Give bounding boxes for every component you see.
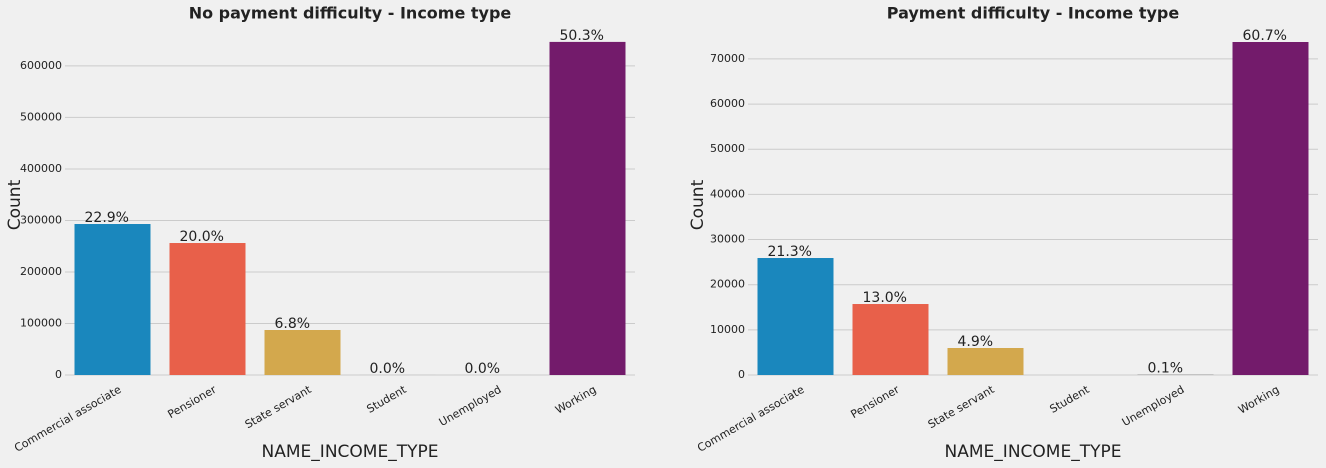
y-tick-label: 100000 — [20, 316, 62, 329]
data-label: 0.1% — [1148, 361, 1184, 377]
data-label: 60.7% — [1243, 28, 1287, 44]
bar — [757, 258, 834, 375]
bar — [1232, 41, 1309, 376]
y-tick-label: 20000 — [710, 278, 745, 291]
data-label: 0.0% — [370, 361, 406, 377]
x-tick-label: Pensioner — [165, 383, 218, 421]
y-tick-label: 50000 — [710, 142, 745, 155]
bar — [947, 347, 1024, 375]
bar — [852, 304, 929, 375]
data-label: 13.0% — [863, 290, 907, 306]
data-label: 4.9% — [958, 334, 994, 350]
data-label: 20.0% — [180, 229, 224, 245]
x-tick-label: Student — [364, 383, 409, 416]
y-tick-label: 400000 — [20, 162, 62, 175]
y-tick-label: 70000 — [710, 52, 745, 65]
x-axis-label: NAME_INCOME_TYPE — [945, 442, 1122, 462]
y-axis-label: Count — [5, 179, 25, 230]
data-label: 22.9% — [85, 210, 129, 226]
y-tick-label: 300000 — [20, 213, 62, 226]
x-tick-label: Commercial associate — [695, 383, 807, 455]
data-label: 21.3% — [768, 244, 812, 260]
x-tick-label: Student — [1047, 383, 1092, 416]
bar — [169, 243, 246, 375]
y-tick-label: 0 — [55, 368, 62, 381]
x-tick-label: State servant — [243, 383, 314, 432]
chart-title: Payment difficulty - Income type — [887, 4, 1180, 23]
y-tick-label: 60000 — [710, 97, 745, 110]
x-tick-label: Pensioner — [848, 383, 901, 421]
chart-title: No payment difficulty - Income type — [189, 4, 512, 23]
x-axis-label: NAME_INCOME_TYPE — [262, 442, 439, 462]
data-label: 6.8% — [275, 316, 311, 332]
x-tick-label: Commercial associate — [12, 383, 124, 455]
y-tick-label: 10000 — [710, 323, 745, 336]
bar — [264, 330, 341, 375]
bar — [549, 41, 626, 376]
data-label: 0.0% — [465, 361, 501, 377]
y-tick-label: 600000 — [20, 59, 62, 72]
x-tick-label: Unemployed — [1120, 383, 1187, 429]
data-label: 50.3% — [560, 28, 604, 44]
y-tick-label: 0 — [738, 368, 745, 381]
x-tick-label: Working — [1236, 383, 1281, 417]
bar — [74, 224, 151, 375]
y-tick-label: 40000 — [710, 187, 745, 200]
x-tick-label: Working — [553, 383, 598, 417]
y-tick-label: 500000 — [20, 110, 62, 123]
y-tick-label: 30000 — [710, 233, 745, 246]
x-tick-label: Unemployed — [437, 383, 504, 429]
y-tick-label: 200000 — [20, 265, 62, 278]
x-tick-label: State servant — [926, 383, 997, 432]
y-axis-label: Count — [688, 179, 708, 230]
